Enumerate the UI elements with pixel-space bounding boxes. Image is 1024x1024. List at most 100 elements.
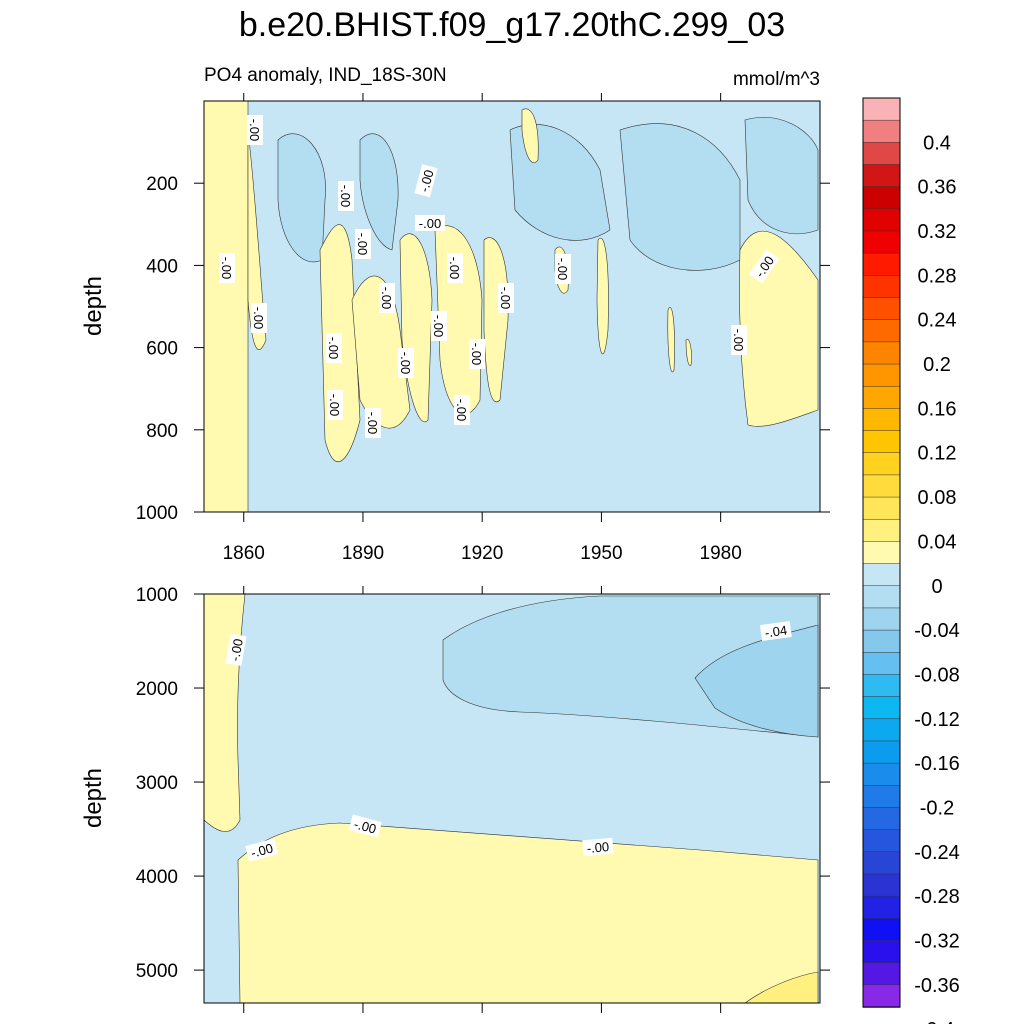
colorbar-swatch <box>862 186 901 210</box>
contour-label: -.00 <box>415 215 445 231</box>
colorbar-label: -0.36 <box>914 975 960 997</box>
contour-label-text: -.00 <box>327 394 342 416</box>
contour-label: -.00 <box>247 115 263 145</box>
colorbar-swatch <box>862 230 901 254</box>
colorbar-label: -0.04 <box>914 620 960 642</box>
lower-y-tick-label: 5000 <box>136 961 178 982</box>
contour-label-text: -.00 <box>469 343 484 365</box>
colorbar-label: -0.24 <box>914 842 960 864</box>
colorbar-swatch <box>862 674 901 698</box>
colorbar-swatch <box>862 940 901 964</box>
colorbar-label: 0 <box>931 576 942 598</box>
lower-plot-frame <box>203 593 821 1004</box>
upper-pos-region <box>483 237 509 403</box>
colorbar-swatch <box>862 119 901 144</box>
colorbar-swatch <box>862 762 901 787</box>
colorbar-label: -0.28 <box>914 886 960 908</box>
colorbar-swatch <box>862 208 901 232</box>
colorbar-swatch <box>862 385 901 410</box>
colorbar-swatch <box>862 541 901 565</box>
contour-label: -.00 <box>225 633 247 666</box>
lower-y-tick-label: 1000 <box>136 585 178 606</box>
contour-label-text: -.00 <box>251 307 266 329</box>
colorbar-swatch <box>862 363 901 387</box>
contour-label: -.00 <box>327 390 343 420</box>
colorbar-label: 0.2 <box>923 354 951 376</box>
colorbar-swatch <box>862 873 901 897</box>
contour-label: -.00 <box>348 814 382 838</box>
lower-contour-labels: -.00 -.04 -.00 -.00 -.00 <box>225 620 792 862</box>
upper-x-tick-label: 1920 <box>461 543 503 564</box>
contour-label: -.00 <box>431 311 447 341</box>
colorbar-swatch <box>862 408 901 432</box>
lower-y-tick-label: 2000 <box>136 679 178 700</box>
contour-label: -.00 <box>355 229 371 259</box>
colorbar-label: -0.08 <box>914 664 960 686</box>
colorbar-swatch <box>862 718 901 742</box>
lower-y-axis: 1000 2000 3000 4000 5000 <box>136 585 830 982</box>
colorbar-swatch <box>862 829 901 853</box>
upper-pos-region <box>685 338 692 366</box>
colorbar-frame <box>862 97 901 1008</box>
panel-subtitle-left: PO4 anomaly, IND_18S-30N <box>204 65 447 86</box>
upper-y-tick-label: 600 <box>146 339 178 360</box>
upper-y-tick-label: 400 <box>146 256 178 277</box>
colorbar-swatch <box>862 962 901 986</box>
contour-label: -.00 <box>582 837 614 857</box>
upper-neg-region <box>744 117 819 234</box>
colorbar-swatch <box>862 740 901 764</box>
contour-label-text: -.00 <box>447 257 462 279</box>
upper-y-tick-label: 1000 <box>136 503 178 524</box>
contour-label-text: -.00 <box>338 185 353 207</box>
colorbar-swatch <box>862 807 901 831</box>
colorbar-swatch <box>862 785 901 809</box>
upper-y-tick-label: 800 <box>146 421 178 442</box>
colorbar-swatch <box>862 430 901 454</box>
colorbar-swatch <box>862 341 901 365</box>
colorbar-label: 0.04 <box>918 531 957 553</box>
lower-y-axis-label: depth <box>80 768 107 828</box>
upper-x-tick-label: 1950 <box>580 543 622 564</box>
lower-neg-region-deep <box>694 624 819 738</box>
contour-label: -.00 <box>219 253 235 283</box>
upper-neg-region <box>619 123 741 271</box>
colorbar-swatch <box>862 297 901 321</box>
upper-pos-region <box>521 108 539 163</box>
colorbar-label: -0.32 <box>914 930 960 952</box>
colorbar-label: -0.16 <box>914 753 960 775</box>
lower-pos-region-bottom <box>744 971 819 1004</box>
colorbar-label: 0.36 <box>918 177 957 199</box>
upper-plot-frame <box>203 100 821 513</box>
colorbar-swatch <box>862 696 901 720</box>
contour-label: -.00 <box>338 181 354 211</box>
contour-label-text: -.00 <box>398 352 413 374</box>
upper-pos-region <box>596 237 609 355</box>
lower-y-tick-label: 4000 <box>136 867 178 888</box>
contour-label: -.00 <box>469 339 485 369</box>
lower-x-axis <box>243 586 722 1013</box>
upper-x-tick-label: 1980 <box>700 543 742 564</box>
figure-title: b.e20.BHIST.f09_g17.20thC.299_03 <box>239 6 785 44</box>
colorbar-swatch <box>862 607 901 631</box>
colorbar-swatch <box>862 319 901 343</box>
contour-label: -.04 <box>759 620 792 642</box>
lower-y-tick-label: 3000 <box>136 773 178 794</box>
colorbar-swatch <box>862 142 901 166</box>
contour-label-text: -.00 <box>326 337 341 359</box>
colorbar-label: 0.24 <box>918 310 957 332</box>
upper-pos-region-left <box>203 100 249 513</box>
contour-label-text: -.00 <box>731 329 746 351</box>
colorbar-swatch <box>862 918 901 942</box>
colorbar-label: -0.12 <box>914 709 960 731</box>
colorbar-swatch <box>862 164 901 188</box>
upper-panel: 1860 1890 1920 1950 1980 200 400 600 800 1000 -.… <box>80 93 830 667</box>
colorbar-swatch <box>862 496 901 520</box>
contour-label-text: -.00 <box>355 233 370 255</box>
contour-label-text: -.00 <box>586 839 610 856</box>
contour-label: -.00 <box>414 164 438 198</box>
colorbar-labels: 0.4 0.36 0.32 0.28 0.24 0.2 0.16 0.12 0.08 0.04 0 -… <box>914 132 960 1024</box>
colorbar-swatch <box>862 563 901 587</box>
contour-label: -.00 <box>326 333 342 363</box>
